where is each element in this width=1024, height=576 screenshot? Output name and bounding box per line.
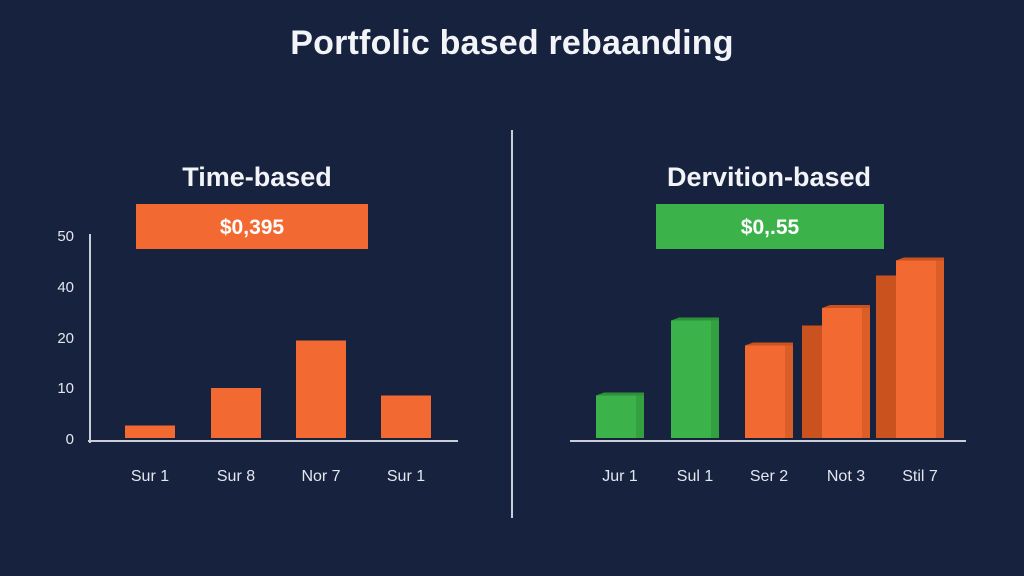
bar-top: [671, 317, 719, 321]
bar-side: [636, 395, 644, 438]
y-tick-label: 10: [57, 380, 74, 397]
right-panel-title: Dervition-based: [667, 162, 871, 192]
x-tick-label: Ser 2: [750, 468, 788, 485]
y-tick-label: 50: [57, 228, 74, 245]
x-tick-label: Stil 7: [902, 468, 938, 485]
left-panel: Time-based $0,395 0 10 20 40 50 Sur 1 Sur 8 No…: [57, 162, 458, 485]
left-y-ticks: 0 10 20 40 50: [57, 228, 74, 448]
x-tick-label: Sur 8: [217, 468, 255, 485]
bar-side: [785, 345, 793, 438]
y-tick-label: 20: [57, 330, 74, 347]
bar: [125, 425, 175, 438]
right-badge-text: $0,.55: [741, 216, 800, 239]
bar-side: [862, 308, 870, 438]
x-tick-label: Sur 1: [131, 468, 169, 485]
right-panel: Dervition-based $0,.55 Jur 1 Sul 1 Ser 2 No…: [570, 162, 966, 485]
bar-top: [596, 392, 644, 396]
x-tick-label: Nor 7: [301, 468, 340, 485]
left-value-badge: [136, 204, 368, 249]
right-x-labels: Jur 1 Sul 1 Ser 2 Not 3 Stil 7: [602, 468, 938, 485]
y-tick-label: 0: [66, 431, 74, 448]
bar-side: [936, 260, 944, 438]
left-badge-text: $0,395: [220, 216, 285, 239]
bar-side: [711, 320, 719, 438]
bar-top: [745, 342, 793, 346]
bar-back: [802, 325, 822, 438]
y-tick-label: 40: [57, 279, 74, 296]
bar: [381, 395, 431, 438]
bar-top: [896, 257, 944, 261]
bar: [211, 388, 261, 438]
right-value-badge: [656, 204, 884, 249]
x-tick-label: Not 3: [827, 468, 865, 485]
x-tick-label: Sul 1: [677, 468, 714, 485]
panel-divider: [511, 130, 513, 518]
x-tick-label: Sur 1: [387, 468, 425, 485]
left-bars: [125, 340, 431, 438]
left-x-labels: Sur 1 Sur 8 Nor 7 Sur 1: [131, 468, 425, 485]
bar-back: [876, 275, 896, 438]
bar: [296, 340, 346, 438]
main-title: Portfolic based rebaanding: [290, 24, 734, 62]
x-tick-label: Jur 1: [602, 468, 638, 485]
bar-top: [822, 305, 870, 308]
right-bars: [596, 257, 944, 438]
left-panel-title: Time-based: [182, 162, 332, 192]
